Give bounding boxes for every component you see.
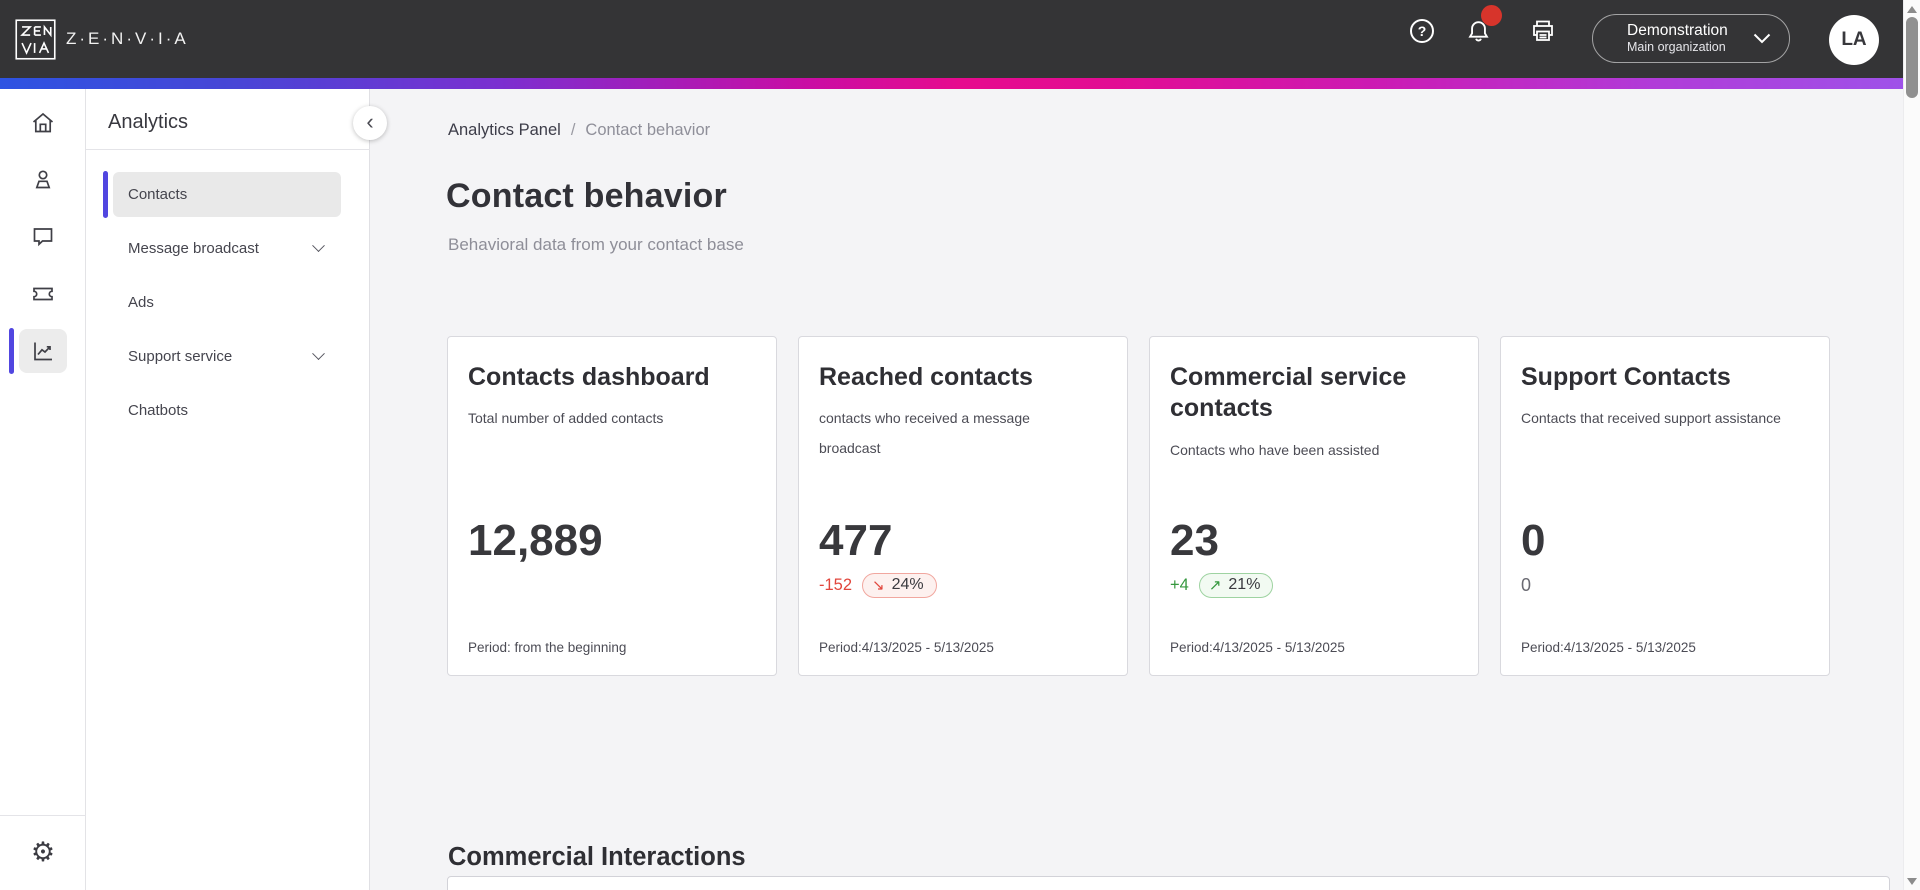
card-description: Contacts who have been assisted [1170,441,1380,458]
sidebar-title: Analytics [108,111,189,133]
breadcrumb-current: Contact behavior [585,121,711,139]
line-chart-icon [34,342,52,361]
delta-value: 0 [1521,574,1532,595]
chat-bubble-icon [33,228,53,247]
person-icon [35,170,51,189]
card-description: contacts who received a message broadcas… [819,410,1030,456]
sidebar-item-label: Contacts [128,186,188,203]
chevron-left-icon: ‹ [366,108,374,134]
card-period: Period:4/13/2025 - 5/13/2025 [1521,640,1696,655]
card-title: Contacts dashboard [468,363,710,391]
notifications-button[interactable] [1464,17,1492,45]
help-button[interactable]: ? [1408,17,1436,45]
rail-item-contacts[interactable] [0,156,86,204]
stat-cards-row: Contacts dashboard Total number of added… [447,336,1830,676]
analytics-sidebar: Analytics Contacts Message broadcast Ads… [86,89,370,890]
sidebar-item-label: Chatbots [128,402,189,419]
trend-badge: ↗ 21% [1198,572,1274,598]
delta-value: +4 [1170,575,1189,594]
card-title: Support Contacts [1521,363,1731,391]
card-delta-row [468,570,756,600]
icon-rail: ⚙ [0,89,86,890]
main-content: Analytics Panel / Contact behavior Conta… [370,89,1903,890]
scrollbar-thumb[interactable] [1906,17,1918,98]
card-description: Contacts that received support assistanc… [1521,410,1781,427]
organization-switcher[interactable]: Demonstration Main organization [1592,14,1790,63]
card-value: 23 [1170,515,1219,565]
zenvia-logo-icon[interactable] [14,18,57,61]
rail-item-home[interactable] [0,99,86,147]
card-title: Commercial service contacts [1170,363,1407,423]
printer-icon [1533,20,1553,41]
breadcrumb-separator: / [570,121,576,139]
card-value: 477 [819,515,893,565]
card-delta-row: -152 ↘ 24% [819,570,1107,600]
gear-icon: ⚙ [30,836,56,868]
card-value: 0 [1521,515,1546,565]
delta-value: -152 [819,575,853,594]
sidebar-item-label: Ads [128,294,154,311]
trend-down-icon: ↘ [872,575,885,594]
card-reached-contacts: Reached contacts contacts who received a… [798,336,1128,676]
card-value: 12,889 [468,515,603,565]
card-title: Reached contacts [819,363,1033,391]
chevron-down-icon [312,239,325,253]
user-avatar[interactable]: LA [1829,15,1879,65]
page-title: Contact behavior [446,177,727,215]
page-subtitle: Behavioral data from your contact base [448,235,744,254]
help-icon: ? [1410,19,1434,43]
card-period: Period:4/13/2025 - 5/13/2025 [819,640,994,655]
card-delta-row: 0 [1521,570,1809,600]
ticket-icon [33,287,53,301]
sidebar-divider [86,149,370,150]
home-icon [32,112,54,133]
breadcrumb-parent-link[interactable]: Analytics Panel [448,121,561,139]
card-support-contacts: Support Contacts Contacts that received … [1500,336,1830,676]
sidebar-item-label: Support service [128,348,233,365]
rail-item-settings[interactable]: ⚙ [0,828,86,876]
sidebar-item-chatbots[interactable]: Chatbots [113,388,341,433]
rail-item-ads[interactable] [0,270,86,318]
section-heading-commercial-interactions: Commercial Interactions [448,843,746,871]
rail-item-analytics[interactable] [0,327,86,375]
scroll-down-arrow-icon[interactable] [1907,878,1917,885]
trend-badge: ↘ 24% [862,572,937,598]
print-button[interactable] [1529,17,1557,45]
sidebar-item-support-service[interactable]: Support service [113,334,341,379]
sidebar-item-label: Message broadcast [128,240,259,257]
bell-icon [1467,20,1489,41]
brand-gradient-bar [0,78,1920,89]
rail-divider [0,815,86,816]
sidebar-collapse-button[interactable]: ‹ [353,106,387,140]
card-commercial-service-contacts: Commercial service contacts Contacts who… [1149,336,1479,676]
avatar-initials: LA [1841,29,1867,50]
card-delta-row: +4 ↗ 21% [1170,570,1458,600]
organization-subtitle: Main organization [1627,40,1726,55]
sidebar-item-message-broadcast[interactable]: Message broadcast [113,226,341,271]
chevron-down-icon [312,347,325,361]
card-period: Period:4/13/2025 - 5/13/2025 [1170,640,1345,655]
commercial-interactions-panel [447,876,1890,890]
organization-name: Demonstration [1627,22,1728,39]
sidebar-item-contacts[interactable]: Contacts [103,171,341,218]
trend-up-icon: ↗ [1208,575,1222,594]
breadcrumb: Analytics Panel / Contact behavior [448,121,710,140]
notification-badge [1481,5,1502,26]
trend-percent: 24% [891,575,924,593]
chevron-down-icon [1753,33,1771,44]
scroll-up-arrow-icon[interactable] [1907,6,1917,13]
rail-item-messages[interactable] [0,213,86,261]
sidebar-item-ads[interactable]: Ads [113,280,341,325]
card-contacts-dashboard: Contacts dashboard Total number of added… [447,336,777,676]
card-period: Period: from the beginning [468,640,627,655]
page-scrollbar[interactable] [1903,0,1920,890]
card-description: Total number of added contacts [468,410,664,427]
trend-percent: 21% [1228,575,1261,593]
brand-wordmark: Z·E·N·V·I·A [66,29,189,48]
top-bar: Z·E·N·V·I·A ? Demonstration Main organiz… [0,0,1920,78]
